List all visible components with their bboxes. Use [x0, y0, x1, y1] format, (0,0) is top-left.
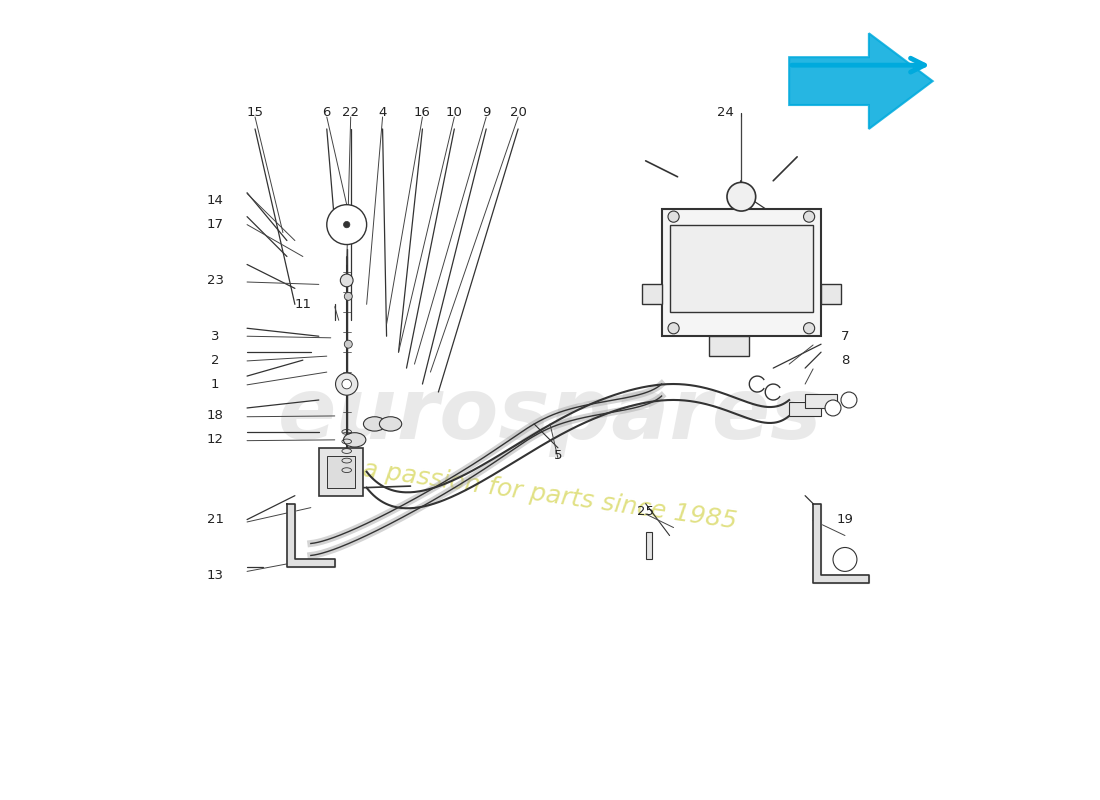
Text: 12: 12	[207, 434, 223, 446]
Polygon shape	[789, 34, 933, 129]
Circle shape	[340, 274, 353, 286]
Text: 15: 15	[246, 106, 264, 119]
Text: 4: 4	[378, 106, 387, 119]
Text: 8: 8	[840, 354, 849, 366]
Text: 1: 1	[211, 378, 219, 390]
Circle shape	[842, 392, 857, 408]
Text: 7: 7	[840, 330, 849, 342]
Ellipse shape	[363, 417, 386, 431]
Text: 14: 14	[207, 194, 223, 207]
Text: 21: 21	[207, 513, 223, 526]
Text: 22: 22	[342, 106, 360, 119]
Text: 6: 6	[322, 106, 331, 119]
Text: 11: 11	[295, 298, 311, 311]
Polygon shape	[813, 504, 869, 583]
Text: a passion for parts since 1985: a passion for parts since 1985	[361, 458, 739, 534]
Ellipse shape	[343, 433, 366, 447]
Circle shape	[327, 205, 366, 245]
Circle shape	[833, 547, 857, 571]
Circle shape	[668, 211, 679, 222]
Circle shape	[668, 322, 679, 334]
Circle shape	[342, 379, 352, 389]
FancyBboxPatch shape	[327, 456, 354, 488]
Text: 20: 20	[509, 106, 527, 119]
Text: 25: 25	[637, 505, 654, 518]
Text: 17: 17	[207, 218, 223, 231]
FancyBboxPatch shape	[661, 209, 821, 336]
FancyBboxPatch shape	[805, 394, 837, 408]
Text: 10: 10	[446, 106, 463, 119]
Text: 3: 3	[211, 330, 219, 342]
Text: 19: 19	[836, 513, 854, 526]
Polygon shape	[287, 504, 334, 567]
Text: 5: 5	[553, 450, 562, 462]
FancyBboxPatch shape	[710, 336, 749, 356]
Text: 13: 13	[207, 569, 223, 582]
Circle shape	[343, 222, 350, 228]
Text: 9: 9	[482, 106, 491, 119]
FancyBboxPatch shape	[641, 285, 661, 304]
Circle shape	[344, 340, 352, 348]
Circle shape	[727, 182, 756, 211]
FancyBboxPatch shape	[646, 531, 652, 559]
Circle shape	[803, 211, 815, 222]
FancyBboxPatch shape	[670, 225, 813, 312]
Circle shape	[825, 400, 842, 416]
Circle shape	[336, 373, 358, 395]
FancyBboxPatch shape	[319, 448, 363, 496]
Text: 16: 16	[414, 106, 431, 119]
Text: 24: 24	[717, 106, 734, 119]
Ellipse shape	[379, 417, 401, 431]
Text: eurospares: eurospares	[277, 374, 823, 458]
Circle shape	[344, 292, 352, 300]
FancyBboxPatch shape	[789, 402, 821, 416]
Text: 23: 23	[207, 274, 223, 287]
Circle shape	[803, 322, 815, 334]
Text: 2: 2	[211, 354, 219, 366]
FancyBboxPatch shape	[821, 285, 842, 304]
Text: 18: 18	[207, 410, 223, 422]
